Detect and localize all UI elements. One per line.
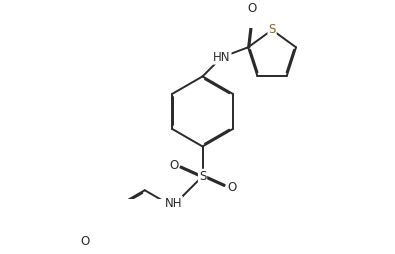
Text: HN: HN bbox=[213, 51, 231, 64]
Text: S: S bbox=[199, 170, 206, 183]
Text: O: O bbox=[227, 181, 236, 194]
Text: S: S bbox=[268, 23, 276, 36]
Text: O: O bbox=[81, 235, 90, 248]
Text: NH: NH bbox=[164, 197, 182, 210]
Text: O: O bbox=[247, 2, 256, 15]
Text: O: O bbox=[169, 158, 178, 171]
